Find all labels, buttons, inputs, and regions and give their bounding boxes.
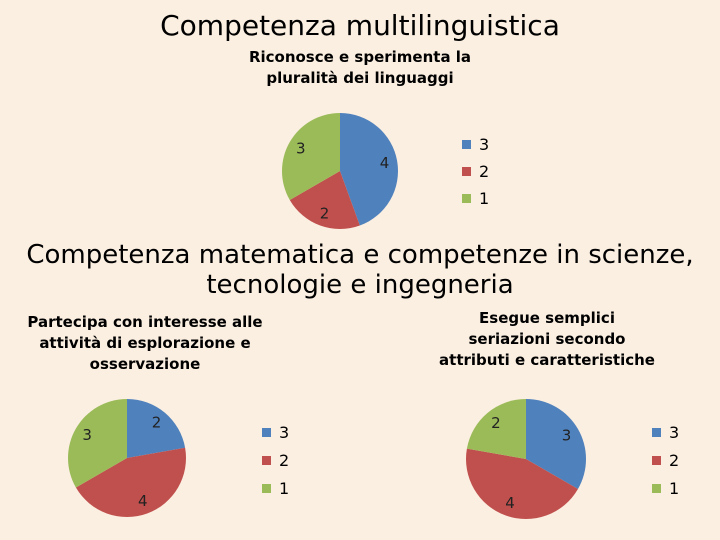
legend-label: 3 [669,422,680,442]
pie-chart-2: 2 4 3 [68,399,186,517]
legend-label: 1 [279,478,290,498]
pie-chart-1: 4 2 3 [282,113,398,229]
chart-3-legend: 3 2 1 [652,422,692,502]
legend-label: 2 [669,450,680,470]
pie-slice-value-label: 2 [320,205,330,223]
legend-label: 1 [669,478,680,498]
legend-swatch [462,166,471,176]
section-title: Competenza matematica e competenze in sc… [26,240,694,300]
legend-swatch [652,455,661,465]
pie-slice-value-label: 4 [380,154,390,172]
pie-slice-3 [526,399,586,489]
pie-slice-value-label: 4 [138,492,148,510]
legend-item: 3 [652,422,679,442]
chart-3-title: Esegue semplici seriazioni secondo attri… [439,309,655,369]
legend-swatch [462,139,471,149]
legend-swatch [652,483,661,493]
legend-swatch [262,455,271,465]
pie-slice-3 [340,113,398,226]
legend-swatch [262,427,271,437]
pie-slice-value-label: 3 [82,426,92,444]
legend-item: 2 [262,450,289,470]
pie-slice-2 [466,448,578,520]
chart-1-title: Riconosce e sperimenta la pluralità dei … [248,48,472,87]
pie-slice-2 [75,447,186,517]
legend-label: 2 [279,450,290,470]
legend-item: 2 [462,161,489,181]
legend-label: 2 [479,161,490,181]
pie-slice-3 [127,399,186,458]
legend-item: 3 [262,422,289,442]
legend-item: 1 [652,478,679,498]
legend-label: 3 [479,134,490,154]
legend-label: 3 [279,422,290,442]
chart-2-title: Partecipa con interesse alle attività di… [27,313,263,373]
legend-swatch [462,193,471,203]
pie-slice-value-label: 2 [491,414,501,432]
legend-item: 2 [652,450,679,470]
pie-slice-1 [68,399,127,488]
legend-swatch [652,427,661,437]
legend-label: 1 [479,188,490,208]
pie-slice-1 [282,113,340,200]
pie-slice-value-label: 3 [562,427,572,445]
pie-slice-2 [289,171,360,229]
legend-item: 1 [262,478,289,498]
chart-2-legend: 3 2 1 [262,422,302,502]
pie-slice-value-label: 4 [505,494,515,512]
pie-chart-3: 3 4 2 [466,399,586,520]
pie-slice-value-label: 2 [152,414,162,432]
pie-slice-value-label: 3 [296,139,306,157]
legend-item: 1 [462,188,489,208]
legend-item: 3 [462,134,489,154]
slide-title: Competenza multilinguistica [160,9,560,42]
chart-1-legend: 3 2 1 [462,134,502,214]
pie-slice-1 [466,399,526,459]
legend-swatch [262,483,271,493]
